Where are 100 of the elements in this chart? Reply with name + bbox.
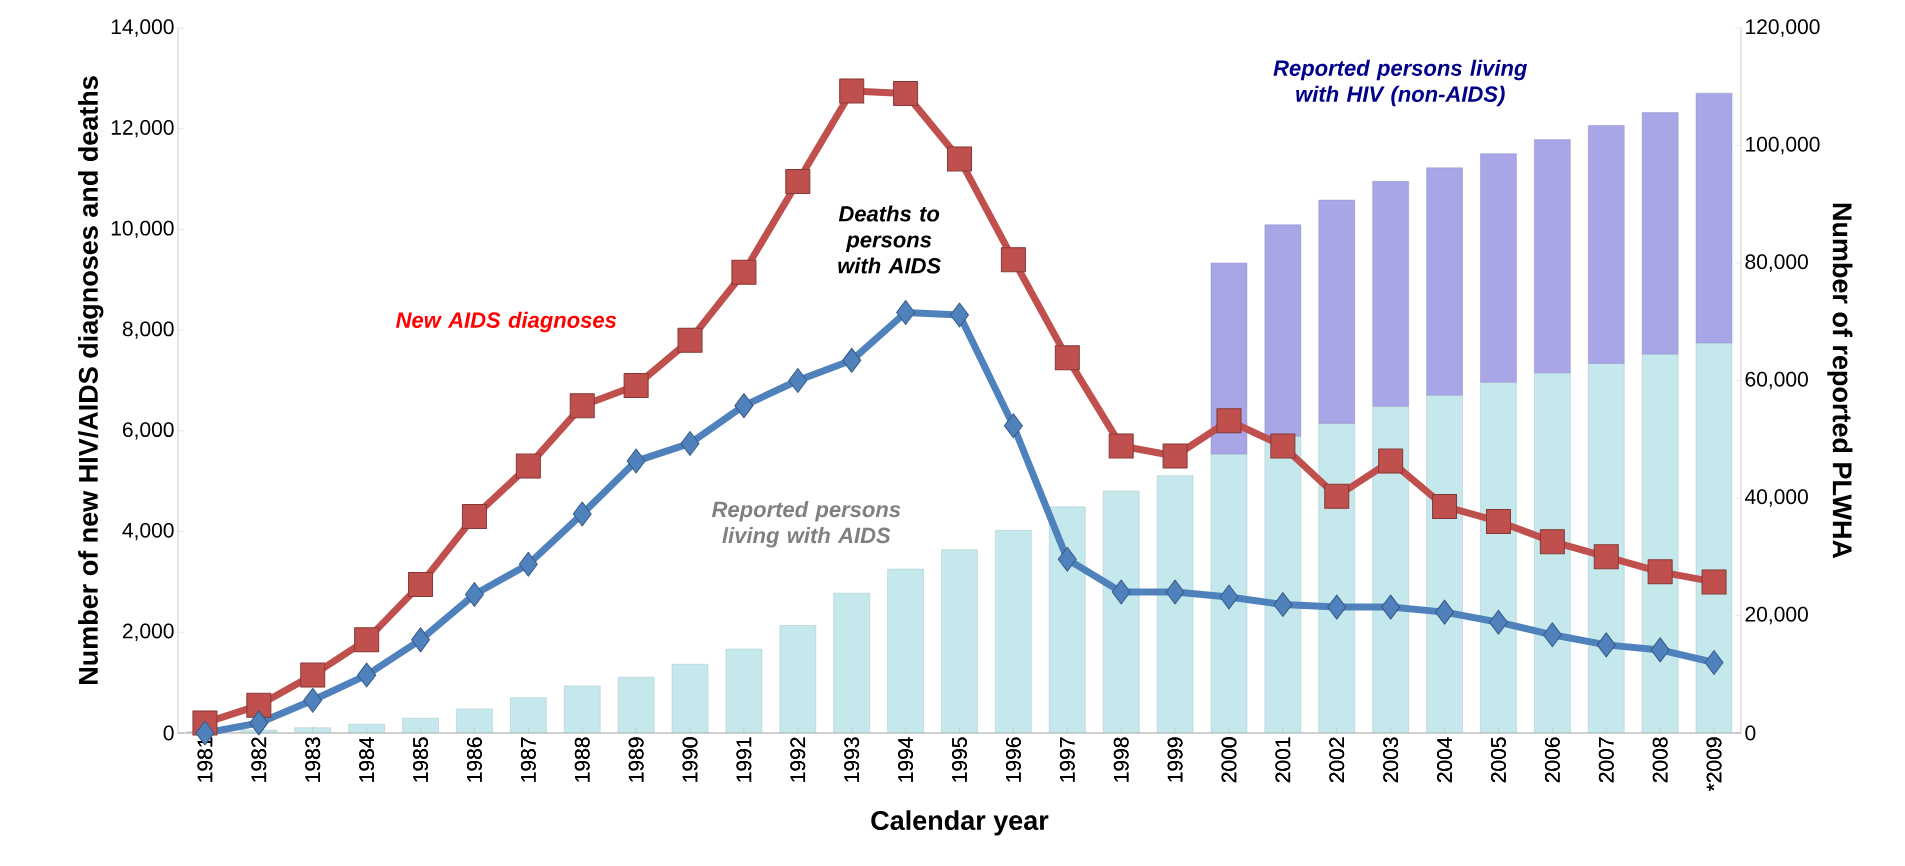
point bbox=[1273, 592, 1293, 618]
x-tick-label: 1997 bbox=[1059, 737, 1075, 782]
point bbox=[1435, 599, 1455, 625]
point bbox=[626, 448, 646, 474]
point bbox=[677, 327, 703, 353]
point bbox=[1647, 559, 1673, 585]
point bbox=[839, 78, 865, 104]
bar bbox=[1372, 406, 1409, 733]
bar bbox=[510, 697, 547, 733]
point bbox=[842, 347, 862, 373]
point bbox=[569, 393, 595, 419]
point bbox=[1270, 433, 1296, 459]
x-tick-label: 1995 bbox=[952, 737, 967, 782]
x-tick-label: *2009 bbox=[1706, 737, 1722, 792]
bar bbox=[1264, 224, 1302, 437]
point bbox=[408, 571, 434, 597]
x-tick-label: 2001 bbox=[1275, 737, 1291, 783]
series-label: Reported persons living with AIDS bbox=[711, 501, 901, 548]
point bbox=[947, 146, 972, 172]
point bbox=[1324, 483, 1350, 509]
bar bbox=[671, 664, 709, 733]
y-tick-label: 2,000 bbox=[122, 623, 174, 641]
x-tick-label: 1991 bbox=[736, 737, 752, 782]
point bbox=[788, 367, 808, 393]
y2-tick-label: 40,000 bbox=[1745, 489, 1808, 507]
y2-tick-label: 0 bbox=[1745, 725, 1756, 741]
bar bbox=[1480, 153, 1517, 383]
point bbox=[680, 430, 700, 456]
point bbox=[1057, 546, 1077, 572]
series-label: New AIDS diagnoses bbox=[396, 311, 617, 333]
point bbox=[518, 551, 538, 577]
y-tick-label: 4,000 bbox=[122, 522, 174, 541]
bar bbox=[1641, 353, 1679, 733]
point bbox=[623, 373, 649, 399]
y2-tick-label: 20,000 bbox=[1745, 606, 1808, 625]
y2-tick-label: 80,000 bbox=[1745, 254, 1808, 272]
point bbox=[1539, 529, 1565, 555]
x-tick-label: 1987 bbox=[520, 737, 536, 782]
y-tick-label: 0 bbox=[163, 725, 174, 741]
x-tick-label: 2003 bbox=[1383, 737, 1399, 783]
bar bbox=[1641, 112, 1679, 355]
point bbox=[1596, 632, 1616, 658]
point bbox=[572, 501, 592, 527]
x-tick-label: 1986 bbox=[467, 737, 482, 782]
x-tick-label: 2004 bbox=[1437, 737, 1452, 783]
y2-axis-title: Number of reported PLWHA bbox=[1827, 203, 1853, 559]
point bbox=[1003, 413, 1023, 439]
point bbox=[1378, 448, 1404, 474]
point bbox=[1704, 649, 1724, 675]
series-label: Reported persons living with HIV (non-AIDS) bbox=[1273, 59, 1527, 107]
x-tick-label: 2006 bbox=[1544, 737, 1560, 783]
x-tick-label: 2005 bbox=[1491, 737, 1506, 783]
x-tick-label: 1996 bbox=[1005, 737, 1021, 782]
y-tick-label: 8,000 bbox=[122, 321, 174, 339]
y2-tick-label: 120,000 bbox=[1746, 19, 1820, 37]
y-tick-label: 14,000 bbox=[111, 19, 174, 37]
point bbox=[1216, 408, 1242, 434]
bar bbox=[1318, 199, 1355, 424]
y2-tick-label: 100,000 bbox=[1746, 136, 1820, 155]
point bbox=[1054, 345, 1080, 371]
x-tick-label: 1992 bbox=[790, 737, 806, 782]
bar bbox=[1426, 167, 1463, 396]
x-tick-label: 1994 bbox=[898, 737, 914, 782]
bar bbox=[1049, 506, 1086, 733]
point bbox=[1108, 433, 1134, 459]
point bbox=[300, 662, 326, 688]
x-tick-label: 1988 bbox=[574, 737, 590, 782]
point bbox=[354, 627, 380, 653]
bar bbox=[1210, 453, 1248, 733]
bar bbox=[1534, 139, 1571, 374]
point bbox=[731, 259, 757, 285]
bar bbox=[1264, 436, 1302, 733]
x-tick-label: 2002 bbox=[1329, 737, 1345, 783]
point bbox=[734, 393, 754, 419]
point bbox=[785, 169, 811, 195]
bar bbox=[1426, 394, 1463, 733]
bar bbox=[564, 685, 601, 733]
point bbox=[411, 627, 431, 653]
point bbox=[1488, 609, 1508, 635]
y-tick-label: 6,000 bbox=[122, 422, 174, 440]
point bbox=[1000, 247, 1026, 273]
point bbox=[893, 80, 919, 106]
bar bbox=[1480, 382, 1517, 733]
point bbox=[246, 692, 272, 718]
point bbox=[357, 662, 377, 688]
point bbox=[1381, 594, 1401, 620]
y-tick-label: 12,000 bbox=[111, 120, 174, 138]
point bbox=[1485, 508, 1511, 534]
point bbox=[1111, 579, 1131, 605]
bar bbox=[402, 718, 439, 733]
point bbox=[896, 300, 916, 326]
bar bbox=[1318, 423, 1355, 733]
bar bbox=[1534, 372, 1571, 733]
x-tick-label: 1983 bbox=[305, 737, 321, 782]
point bbox=[1593, 544, 1619, 570]
bar bbox=[294, 727, 331, 733]
x-tick-label: 1982 bbox=[251, 737, 267, 782]
bar bbox=[1156, 475, 1194, 733]
bar bbox=[617, 676, 655, 733]
y-tick-label: 10,000 bbox=[111, 220, 174, 239]
